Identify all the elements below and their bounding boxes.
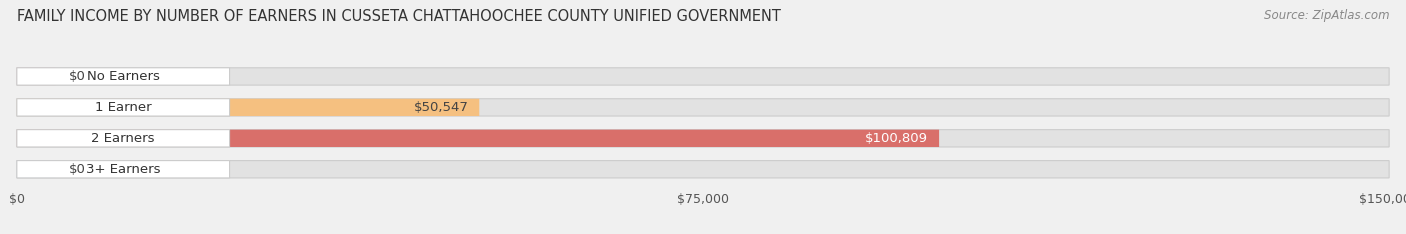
Text: $0: $0 [69, 163, 86, 176]
Text: Source: ZipAtlas.com: Source: ZipAtlas.com [1264, 9, 1389, 22]
Text: $100,809: $100,809 [865, 132, 928, 145]
FancyBboxPatch shape [17, 130, 229, 147]
FancyBboxPatch shape [17, 99, 1389, 116]
Text: FAMILY INCOME BY NUMBER OF EARNERS IN CUSSETA CHATTAHOOCHEE COUNTY UNIFIED GOVER: FAMILY INCOME BY NUMBER OF EARNERS IN CU… [17, 9, 780, 24]
FancyBboxPatch shape [17, 161, 1389, 178]
Text: $50,547: $50,547 [413, 101, 468, 114]
FancyBboxPatch shape [17, 68, 1389, 85]
Text: 3+ Earners: 3+ Earners [86, 163, 160, 176]
Text: $0: $0 [69, 70, 86, 83]
Text: 2 Earners: 2 Earners [91, 132, 155, 145]
FancyBboxPatch shape [17, 161, 55, 178]
FancyBboxPatch shape [17, 161, 229, 178]
Text: No Earners: No Earners [87, 70, 160, 83]
FancyBboxPatch shape [17, 99, 229, 116]
FancyBboxPatch shape [17, 130, 939, 147]
FancyBboxPatch shape [17, 130, 1389, 147]
FancyBboxPatch shape [17, 68, 55, 85]
FancyBboxPatch shape [17, 68, 229, 85]
Text: 1 Earner: 1 Earner [96, 101, 152, 114]
FancyBboxPatch shape [17, 99, 479, 116]
